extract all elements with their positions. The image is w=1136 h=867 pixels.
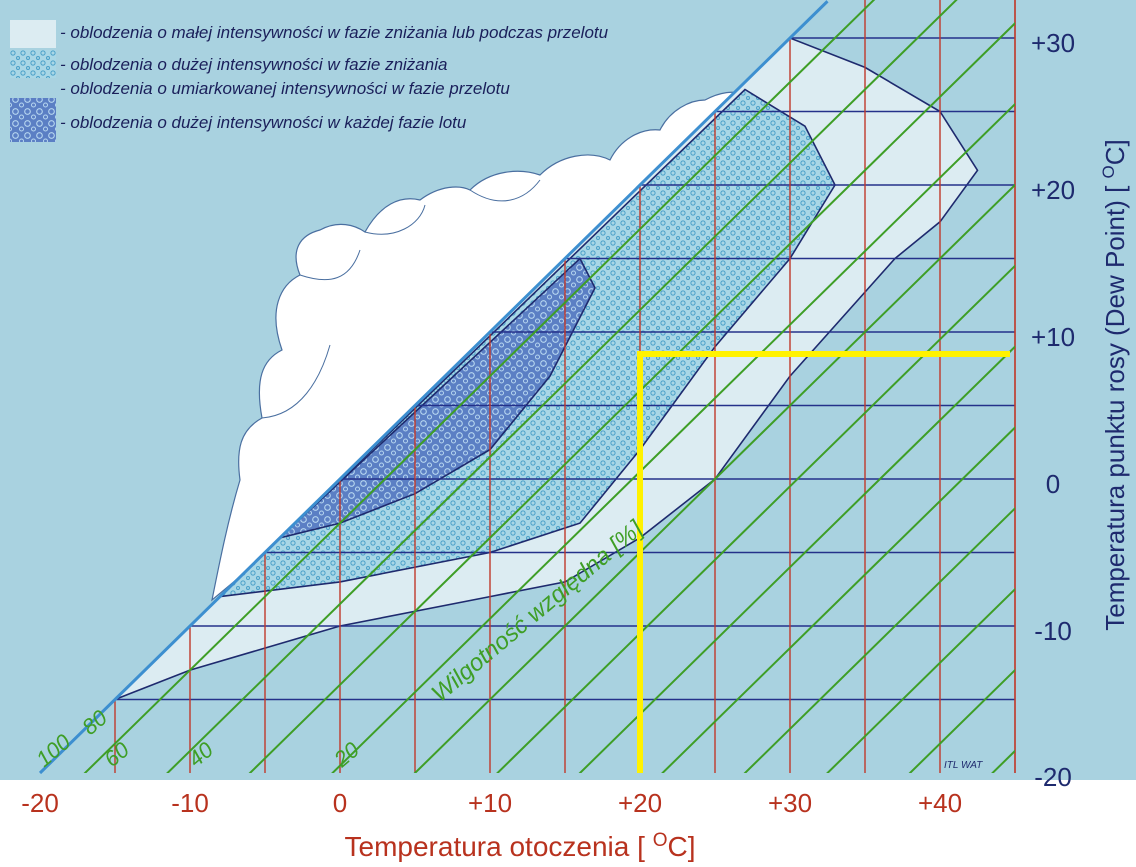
zone-severe-icing [277,257,596,540]
y-axis-title: Temperatura punktu rosy (Dew Point) [ OC… [1099,139,1130,631]
x-tick-label: -10 [171,788,209,818]
humidity-line [496,264,1015,773]
x-tick-label: +20 [618,788,662,818]
humidity-line [331,102,1015,773]
y-tick-label: -10 [1034,616,1072,646]
x-tick-label: +40 [918,788,962,818]
legend-item-light: - oblodzenia o małej intensywności w faz… [60,23,609,42]
humidity-line [166,0,958,773]
saturation-line [38,0,829,775]
x-tick-label: +10 [468,788,512,818]
y-tick-label: 0 [1046,469,1060,499]
credit-text: ITL WAT [944,760,983,771]
legend-item-cruise: - oblodzenia o umiarkowanej intensywnośc… [60,79,510,98]
x-tick-label: +30 [768,788,812,818]
x-axis-ticks: -20 -10 0 +10 +20 +30 +40 [21,788,962,818]
legend-swatch-descent [10,50,56,78]
humidity-line [248,21,1015,773]
legend-swatch-severe [10,98,56,142]
y-tick-label: +30 [1031,28,1075,58]
humidity-line [83,0,876,773]
y-tick-label: +10 [1031,322,1075,352]
humidity-line [661,426,1015,773]
cloud-layer-lines [261,179,541,419]
x-axis-title: Temperatura otoczenia [ OC] [345,830,696,862]
humidity-line [826,587,1015,773]
legend-swatch-light [10,20,56,48]
humidity-line [578,345,1015,773]
humidity-lines [83,0,1015,773]
humidity-line [743,506,1015,773]
legend-item-severe: - oblodzenia o dużej intensywności w każ… [60,113,467,132]
y-tick-label: +20 [1031,175,1075,205]
humidity-line [413,183,1015,773]
legend-item-descent: - oblodzenia o dużej intensywności w faz… [60,55,447,74]
y-tick-label: -20 [1034,762,1072,792]
highlight-marker [637,351,1010,773]
x-tick-label: -20 [21,788,59,818]
legend: - oblodzenia o małej intensywności w faz… [10,20,609,142]
x-tick-label: 0 [333,788,347,818]
y-axis-ticks: +30 +20 +10 0 -10 -20 [1031,28,1075,792]
